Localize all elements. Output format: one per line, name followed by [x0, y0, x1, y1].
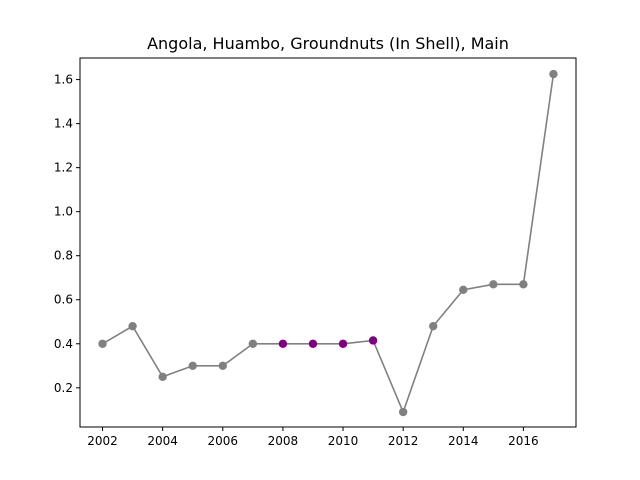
y-tick-label: 0.6 [54, 293, 73, 307]
data-point [429, 321, 438, 331]
axes-layer: 2002 2004 2006 2008 2010 2012 2014 2016 0.2 0.4 0.… [54, 57, 577, 448]
x-tick-label: 2016 [508, 434, 539, 448]
y-tick-label: 1.0 [54, 205, 73, 219]
x-tick-label: 2002 [87, 434, 118, 448]
chart-title: Angola, Huambo, Groundnuts (In Shell), M… [147, 34, 509, 53]
data-point [128, 321, 137, 331]
data-point [338, 339, 348, 348]
x-tick-label: 2006 [208, 434, 239, 448]
x-tick-label: 2012 [388, 434, 419, 448]
x-tick-label: 2008 [268, 434, 299, 448]
data-point [158, 372, 167, 381]
data-point [368, 336, 378, 345]
y-tick-label: 0.4 [54, 337, 73, 351]
data-point [248, 339, 258, 348]
x-tick-label: 2014 [448, 434, 479, 448]
y-tick-label: 1.4 [54, 117, 73, 131]
y-tick-label: 0.2 [54, 381, 73, 395]
data-point [218, 361, 227, 370]
series-line [102, 73, 555, 415]
x-tick-label: 2010 [328, 434, 359, 448]
y-tick-label: 1.2 [54, 161, 73, 175]
plot-frame [79, 57, 577, 428]
data-point [188, 361, 197, 370]
data-point [308, 339, 318, 348]
data-point [459, 285, 468, 295]
data-point [398, 407, 408, 417]
y-tick-label: 0.8 [54, 249, 73, 263]
series-layer [98, 69, 558, 417]
data-point [519, 280, 528, 289]
x-tick-label: 2004 [147, 434, 178, 448]
data-point [489, 280, 498, 289]
data-point [278, 339, 288, 348]
y-tick-label: 1.6 [54, 73, 73, 87]
data-point [549, 69, 558, 79]
data-point [98, 339, 107, 348]
